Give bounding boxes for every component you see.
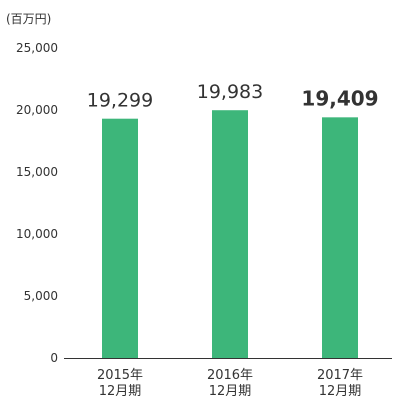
bar (212, 110, 248, 358)
unit-label: (百万円) (6, 12, 52, 26)
bar (102, 118, 138, 358)
y-tick-label: 0 (50, 351, 58, 365)
y-axis: 0 5,000 10,000 15,000 20,000 25,000 (16, 41, 58, 365)
value-labels: 19,299 19,983 19,409 (87, 81, 379, 111)
bar (322, 117, 358, 358)
y-tick-label: 25,000 (16, 41, 58, 55)
x-tick-label: 2017年 12月期 (317, 368, 363, 396)
x-tick-label: 2015年 12月期 (97, 368, 143, 396)
y-tick-label: 20,000 (16, 103, 58, 117)
y-tick-label: 15,000 (16, 165, 58, 179)
x-tick-label: 2016年 12月期 (207, 368, 253, 396)
bars (102, 110, 358, 358)
y-tick-label: 5,000 (24, 289, 58, 303)
value-label: 19,983 (197, 81, 263, 103)
value-label: 19,409 (301, 86, 378, 110)
y-tick-label: 10,000 (16, 227, 58, 241)
x-axis: 2015年 12月期 2016年 12月期 2017年 12月期 (64, 358, 392, 396)
value-label: 19,299 (87, 90, 153, 112)
